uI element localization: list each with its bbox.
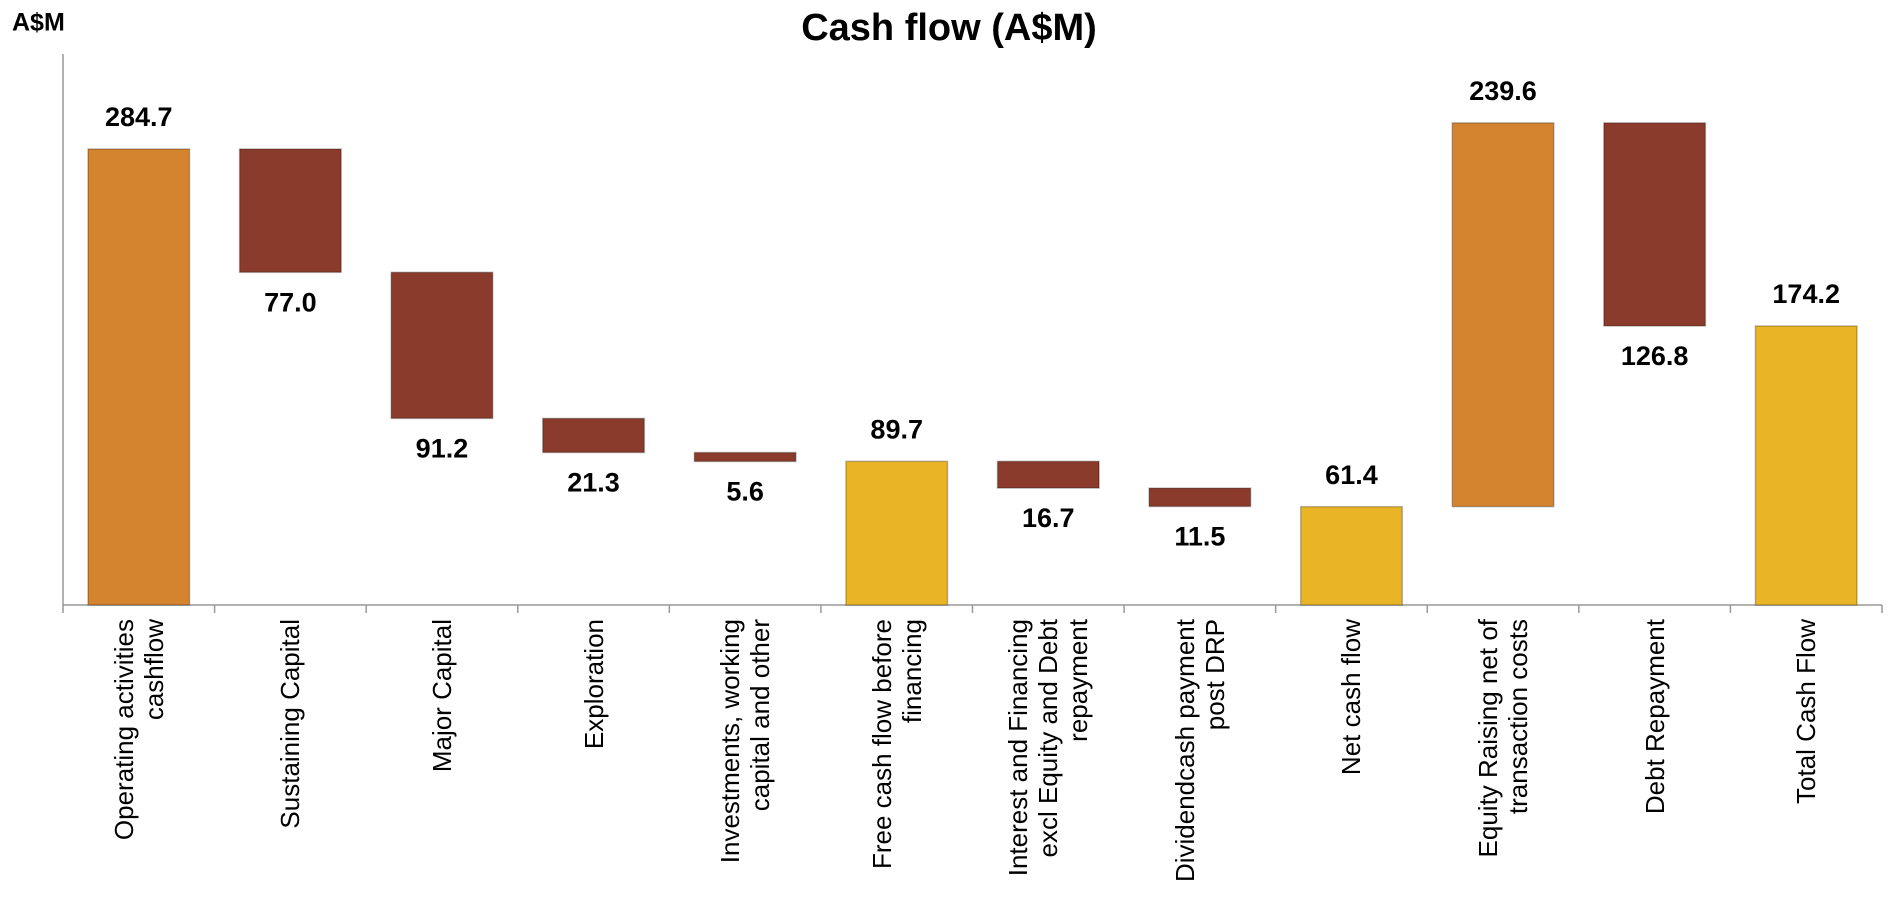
data-label: 11.5 [1174,522,1225,552]
data-label: 91.2 [416,434,469,464]
bar [238,148,342,274]
data-label: 239.6 [1469,76,1537,106]
x-tick-label: Interest and Financing excl Equity and D… [1003,619,1094,877]
data-label: 174.2 [1772,279,1840,309]
bar [1451,122,1555,508]
bar [845,460,949,606]
data-label: 16.7 [1022,503,1075,533]
data-label: 284.7 [105,102,173,132]
bar [542,417,646,454]
data-label: 21.3 [567,468,620,498]
data-label: 61.4 [1325,460,1378,490]
bar [87,148,191,606]
bar [996,460,1100,489]
data-label: 89.7 [870,414,923,444]
chart-title: Cash flow (A$M) [801,7,1097,49]
y-axis-label: A$M [12,9,65,37]
data-label: 77.0 [264,287,317,317]
x-tick-label: Dividendcash payment post DRP [1169,619,1230,883]
x-tick-label: Total Cash Flow [1791,619,1822,804]
x-tick-label: Investments, working capital and other [715,619,776,864]
bar [390,271,494,420]
bar [1603,122,1707,327]
x-tick-label: Major Capital [426,619,457,773]
x-tick-label: Net cash flow [1336,619,1367,776]
data-label: 5.6 [726,477,764,507]
bar [693,451,797,463]
bar [1148,487,1252,508]
x-tick-label: Operating activities cashflow [108,619,169,841]
x-tick-label: Debt Repayment [1639,619,1670,815]
x-tick-label: Free cash flow before financing [866,619,927,870]
x-tick-label: Sustaining Capital [275,619,306,829]
bar [1299,505,1403,606]
x-tick-label: Exploration [578,619,609,750]
bar [1754,325,1858,606]
x-tick-label: Equity Raising net of transaction costs [1473,619,1534,858]
data-label: 126.8 [1621,341,1689,371]
